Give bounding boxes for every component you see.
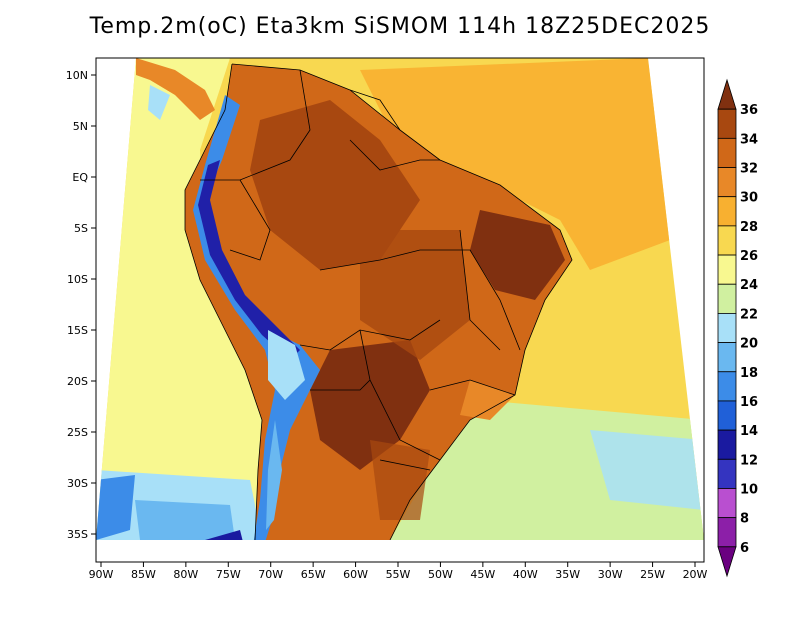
northeast-brazil-hot-core — [470, 210, 565, 300]
colorbar-label: 20 — [740, 337, 758, 352]
lat-tick-label: 10N — [66, 69, 88, 82]
colorbar-label: 22 — [740, 307, 758, 322]
lat-tick-label: 35S — [67, 528, 88, 541]
southeast-pacific-cold-patch — [96, 475, 135, 540]
colorbar-label: 36 — [740, 103, 758, 118]
lon-tick-label: 40W — [513, 568, 538, 581]
map-title: Temp.2m(oC) Eta3km SiSMOM 114h 18Z25DEC2… — [89, 14, 711, 39]
lon-tick-label: 70W — [258, 568, 283, 581]
colorbar-label: 16 — [740, 395, 758, 410]
colorbar-swatch — [717, 254, 737, 285]
colorbar-label: 10 — [740, 482, 758, 497]
colorbar-label: 8 — [740, 512, 749, 527]
country-borders — [184, 63, 573, 540]
colorbar-label: 28 — [740, 220, 758, 235]
map-frame — [95, 57, 705, 563]
lon-tick-label: 45W — [470, 568, 495, 581]
central-brazil-warm — [360, 230, 470, 360]
colorbar-swatch — [717, 283, 737, 314]
lon-tick-label: 35W — [555, 568, 580, 581]
pacific-ocean-region — [96, 58, 270, 540]
colorbar-label: 26 — [740, 249, 758, 264]
colorbar-swatch — [717, 371, 737, 402]
lon-tick-label: 25W — [640, 568, 665, 581]
lon-tick-label: 65W — [301, 568, 326, 581]
lon-tick-label: 30W — [598, 568, 623, 581]
colorbar-label: 6 — [740, 541, 749, 556]
colorbar-swatch — [717, 137, 737, 168]
amazon-hot-core — [250, 100, 420, 270]
colorbar-label: 14 — [740, 424, 758, 439]
colorbar-label: 32 — [740, 162, 758, 177]
longitude-axis: 90W 85W 80W 75W 70W 65W 60W 55W 50W 45W 40W 35W 30W 2… — [89, 562, 708, 581]
colorbar-label: 12 — [740, 453, 758, 468]
colorbar-swatch — [717, 225, 737, 256]
lat-tick-label: EQ — [72, 171, 88, 184]
chaco-hot-core — [310, 340, 430, 470]
colorbar-swatch — [717, 488, 737, 519]
colorbar-top-arrow — [717, 78, 737, 110]
colorbar: 6 8 10 12 14 16 18 20 22 24 26 28 30 32 34 36 — [717, 78, 758, 578]
lon-tick-label: 20W — [683, 568, 708, 581]
colorbar-swatch — [717, 108, 737, 139]
lon-tick-label: 60W — [343, 568, 368, 581]
atlantic-tropical-region — [360, 58, 670, 270]
lon-tick-label: 75W — [216, 568, 241, 581]
colorbar-bottom-arrow — [717, 546, 737, 578]
lat-tick-label: 20S — [67, 375, 88, 388]
colorbar-swatch — [717, 429, 737, 460]
lon-tick-label: 55W — [386, 568, 411, 581]
latitude-axis: 10N 5N EQ 5S 10S 15S 20S 25S 30S 35S — [66, 69, 96, 541]
lon-tick-label: 90W — [89, 568, 114, 581]
colorbar-swatch — [717, 167, 737, 198]
lat-tick-label: 5S — [74, 222, 88, 235]
colorbar-swatch — [717, 342, 737, 373]
lon-tick-label: 50W — [428, 568, 453, 581]
lon-tick-label: 80W — [173, 568, 198, 581]
southeast-brazil-mild — [460, 380, 515, 420]
lat-tick-label: 10S — [67, 273, 88, 286]
southern-brazil-warm — [370, 440, 430, 520]
lat-tick-label: 15S — [67, 324, 88, 337]
colorbar-swatch — [717, 400, 737, 431]
colorbar-label: 24 — [740, 278, 758, 293]
lat-tick-label: 5N — [73, 120, 88, 133]
south-atlantic-cool-patch — [590, 430, 704, 510]
colorbar-label: 18 — [740, 366, 758, 381]
central-america-land — [136, 58, 215, 120]
lon-tick-label: 85W — [131, 568, 156, 581]
lat-tick-label: 25S — [67, 426, 88, 439]
colorbar-swatch — [717, 313, 737, 343]
colorbar-swatch — [717, 196, 737, 227]
colorbar-label: 30 — [740, 191, 758, 206]
colorbar-label: 34 — [740, 132, 758, 147]
lat-tick-label: 30S — [67, 477, 88, 490]
colorbar-swatch — [717, 517, 737, 548]
colorbar-swatch — [717, 458, 737, 489]
